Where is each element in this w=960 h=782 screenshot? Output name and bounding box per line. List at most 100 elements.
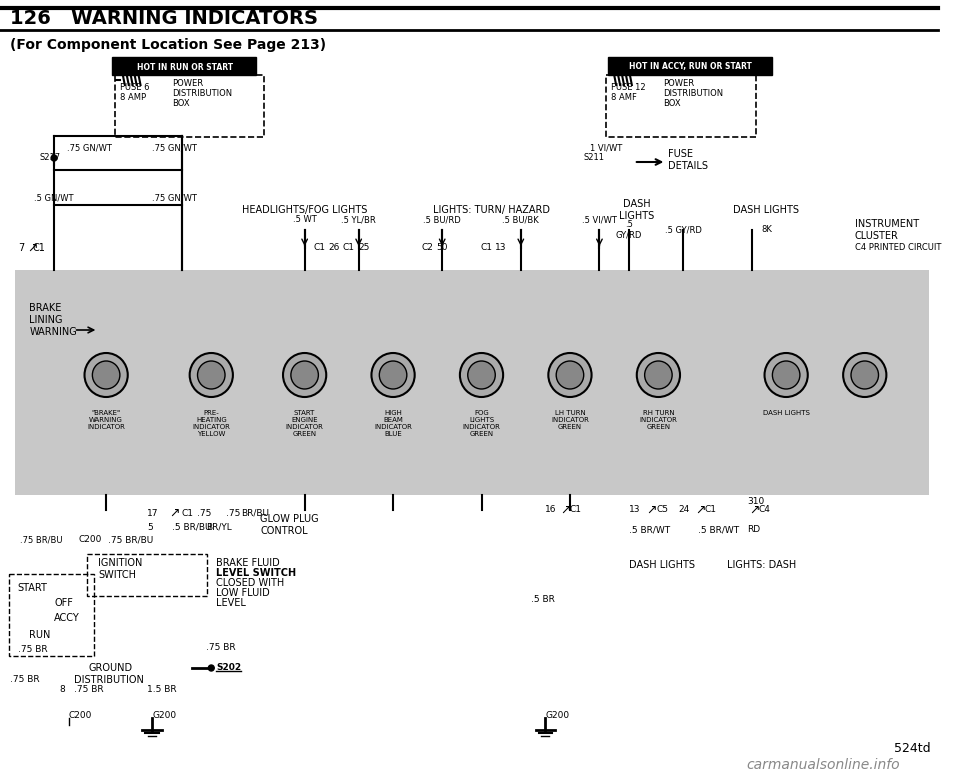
Circle shape	[548, 353, 591, 397]
Text: .75: .75	[197, 508, 211, 518]
Text: 1.5 BR: 1.5 BR	[148, 686, 177, 694]
Text: GROUND: GROUND	[88, 663, 132, 673]
Text: .5
GY/RD: .5 GY/RD	[615, 221, 642, 240]
Text: BOX: BOX	[663, 99, 681, 107]
Text: POWER: POWER	[663, 78, 694, 88]
Text: .5 BU/RD: .5 BU/RD	[423, 216, 461, 224]
Text: DISTRIBUTION: DISTRIBUTION	[663, 88, 724, 98]
Text: 13: 13	[629, 505, 640, 515]
Circle shape	[190, 353, 233, 397]
Text: HOT IN ACCY, RUN OR START: HOT IN ACCY, RUN OR START	[630, 63, 753, 71]
FancyBboxPatch shape	[112, 57, 256, 75]
Text: RUN: RUN	[30, 630, 51, 640]
Circle shape	[764, 353, 807, 397]
Text: 24: 24	[678, 505, 689, 515]
Text: HOT IN RUN OR START: HOT IN RUN OR START	[136, 63, 233, 71]
Text: BOX: BOX	[172, 99, 189, 107]
Text: DISTRIBUTION: DISTRIBUTION	[74, 675, 144, 685]
Text: .75 BR/BU: .75 BR/BU	[108, 536, 154, 544]
Text: .75 GN/WT: .75 GN/WT	[67, 144, 111, 152]
Text: 8 AMP: 8 AMP	[120, 94, 146, 102]
Text: C1: C1	[480, 243, 492, 253]
Text: C1: C1	[705, 505, 716, 515]
Text: G200: G200	[153, 711, 177, 719]
Text: START: START	[17, 583, 48, 593]
Text: C1: C1	[33, 243, 45, 253]
Text: FUSE 12: FUSE 12	[612, 84, 646, 92]
Circle shape	[460, 353, 503, 397]
Text: LIGHTS: TURN/ HAZARD: LIGHTS: TURN/ HAZARD	[433, 205, 550, 215]
Text: FUSE
DETAILS: FUSE DETAILS	[668, 149, 708, 170]
Text: S217: S217	[39, 153, 60, 163]
Text: 524td: 524td	[895, 741, 931, 755]
Circle shape	[283, 353, 326, 397]
Text: 8: 8	[59, 686, 64, 694]
Text: .75 BR: .75 BR	[74, 686, 104, 694]
Text: $\nearrow$: $\nearrow$	[747, 504, 760, 516]
Circle shape	[851, 361, 878, 389]
Text: .75 GN/WT: .75 GN/WT	[153, 144, 197, 152]
Circle shape	[372, 353, 415, 397]
Text: 16: 16	[545, 505, 557, 515]
Text: C1: C1	[343, 243, 355, 253]
Text: FUSE 6: FUSE 6	[120, 84, 150, 92]
Text: C2: C2	[421, 243, 433, 253]
Circle shape	[644, 361, 672, 389]
Text: .75 BR: .75 BR	[10, 676, 39, 684]
Text: $\nearrow$: $\nearrow$	[693, 504, 706, 516]
Text: START
ENGINE
INDICATOR
GREEN: START ENGINE INDICATOR GREEN	[286, 410, 324, 437]
Text: S211: S211	[584, 153, 605, 163]
Text: $\nearrow$: $\nearrow$	[643, 504, 657, 516]
Text: DISTRIBUTION: DISTRIBUTION	[172, 88, 232, 98]
Text: S202: S202	[216, 663, 241, 673]
Text: 13: 13	[495, 243, 507, 253]
Text: C4 PRINTED CIRCUIT: C4 PRINTED CIRCUIT	[855, 243, 942, 253]
FancyBboxPatch shape	[609, 57, 773, 75]
Text: C1: C1	[313, 243, 325, 253]
Text: LEVEL SWITCH: LEVEL SWITCH	[216, 568, 297, 578]
Text: .75 BR/BU: .75 BR/BU	[19, 536, 62, 544]
Text: BRAKE
LINING
WARNING: BRAKE LINING WARNING	[30, 303, 77, 336]
Circle shape	[773, 361, 800, 389]
Text: .5 GY/RD: .5 GY/RD	[664, 225, 702, 235]
Text: LEVEL: LEVEL	[216, 598, 246, 608]
Text: DASH
LIGHTS: DASH LIGHTS	[619, 199, 655, 221]
Text: LOW FLUID: LOW FLUID	[216, 588, 270, 598]
Text: PRE-
HEATING
INDICATOR
YELLOW: PRE- HEATING INDICATOR YELLOW	[192, 410, 230, 437]
Circle shape	[51, 155, 57, 161]
Text: .5 YL/BR: .5 YL/BR	[342, 216, 376, 224]
Text: 5: 5	[148, 522, 154, 532]
Text: DASH LIGHTS: DASH LIGHTS	[733, 205, 800, 215]
Text: C5: C5	[657, 505, 668, 515]
Text: OFF: OFF	[54, 598, 73, 608]
Text: .5 BR: .5 BR	[531, 596, 555, 604]
Text: .5 BU/BK: .5 BU/BK	[502, 216, 540, 224]
Circle shape	[556, 361, 584, 389]
Circle shape	[208, 665, 214, 671]
Text: ACCY: ACCY	[54, 613, 80, 623]
Circle shape	[636, 353, 680, 397]
Text: .75 BR: .75 BR	[206, 644, 236, 652]
Text: C1: C1	[570, 505, 582, 515]
Circle shape	[92, 361, 120, 389]
Text: HIGH
BEAM
INDICATOR
BLUE: HIGH BEAM INDICATOR BLUE	[374, 410, 412, 437]
Text: (For Component Location See Page 213): (For Component Location See Page 213)	[10, 38, 326, 52]
Text: C200: C200	[79, 536, 102, 544]
Text: 310: 310	[747, 497, 764, 507]
Text: .75 BR: .75 BR	[17, 645, 47, 655]
Text: .5 BR/WT: .5 BR/WT	[698, 526, 739, 535]
Text: .5 BR/WT: .5 BR/WT	[629, 526, 670, 535]
Text: 1 VI/WT: 1 VI/WT	[589, 144, 622, 152]
Text: BR/BU: BR/BU	[241, 508, 269, 518]
Text: LIGHTS: DASH: LIGHTS: DASH	[727, 560, 797, 570]
Text: $\nearrow$: $\nearrow$	[25, 242, 37, 254]
Text: HEADLIGHTS/FOG LIGHTS: HEADLIGHTS/FOG LIGHTS	[242, 205, 368, 215]
Text: .5 GN/WT: .5 GN/WT	[35, 193, 74, 203]
Text: RD: RD	[747, 526, 760, 535]
Text: BRAKE FLUID: BRAKE FLUID	[216, 558, 280, 568]
Text: 17: 17	[148, 508, 159, 518]
Circle shape	[468, 361, 495, 389]
Circle shape	[291, 361, 319, 389]
Text: 126   WARNING INDICATORS: 126 WARNING INDICATORS	[10, 9, 318, 27]
Circle shape	[198, 361, 225, 389]
